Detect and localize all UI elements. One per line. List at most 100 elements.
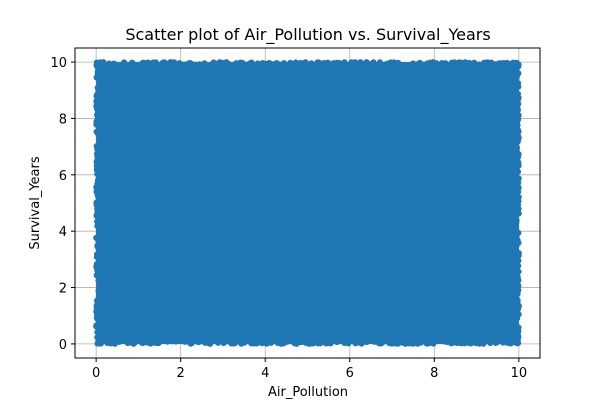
scatter-point <box>98 215 105 222</box>
scatter-point <box>426 337 433 344</box>
scatter-point <box>509 257 516 264</box>
scatter-point <box>356 61 363 68</box>
y-tick-label: 0 <box>59 338 67 353</box>
scatter-point <box>416 59 423 66</box>
scatter-point <box>220 59 227 66</box>
scatter-point <box>97 327 104 334</box>
x-tick-label: 2 <box>177 366 185 381</box>
scatter-point <box>98 180 105 187</box>
scatter-point <box>98 125 105 132</box>
scatter-point <box>511 59 518 66</box>
scatter-point <box>463 339 470 346</box>
scatter-point <box>515 80 522 87</box>
scatter-point <box>116 63 123 70</box>
scatter-point <box>515 175 522 182</box>
x-axis-label: Air_Pollution <box>268 385 348 400</box>
scatter-point <box>493 61 500 68</box>
scatter-point <box>513 232 520 239</box>
scatter-point <box>431 338 438 345</box>
scatter-point <box>149 61 156 68</box>
scatter-point <box>247 339 254 346</box>
scatter-point <box>93 199 100 206</box>
scatter-point <box>512 269 519 276</box>
scatter-point <box>441 63 448 70</box>
x-tick-label: 8 <box>430 366 438 381</box>
scatter-point <box>237 63 244 70</box>
scatter-point <box>261 339 268 346</box>
scatter-point <box>510 129 517 136</box>
scatter-point <box>130 340 137 347</box>
scatter-point <box>512 338 519 345</box>
scatter-point <box>312 61 319 68</box>
scatter-point <box>343 339 350 346</box>
scatter-point <box>216 337 223 344</box>
scatter-point <box>93 302 100 309</box>
x-tick-label: 4 <box>261 366 269 381</box>
scatter-point <box>111 337 118 344</box>
scatter-point <box>320 60 327 67</box>
scatter-point <box>96 248 103 255</box>
scatter-point <box>514 105 521 112</box>
x-tick-label: 10 <box>511 366 528 381</box>
scatter-point <box>373 62 380 69</box>
scatter-point <box>471 337 478 344</box>
scatter-point <box>97 340 104 347</box>
scatter-point <box>156 63 163 70</box>
scatter-point <box>199 61 206 68</box>
scatter-point <box>98 240 105 247</box>
scatter-point <box>304 62 311 69</box>
scatter-point <box>511 169 518 176</box>
scatter-point <box>510 225 517 232</box>
scatter-point <box>476 61 483 68</box>
scatter-point <box>96 289 103 296</box>
scatter-point <box>512 191 519 198</box>
scatter-point <box>193 336 200 343</box>
scatter-point <box>366 63 373 70</box>
scatter-point <box>93 143 100 150</box>
scatter-point <box>96 88 103 95</box>
axes-frame <box>74 47 541 359</box>
scatter-point <box>93 97 100 104</box>
scatter-point <box>391 337 398 344</box>
scatter-point <box>173 63 180 70</box>
scatter-point <box>121 59 128 66</box>
scatter-point <box>514 185 521 192</box>
scatter-point <box>253 340 260 347</box>
scatter-point <box>182 61 189 68</box>
scatter-point-cloud <box>96 62 519 344</box>
scatter-point <box>362 337 369 344</box>
scatter-point <box>486 61 493 68</box>
scatter-point <box>383 61 390 68</box>
scatter-point <box>162 60 169 67</box>
scatter-point <box>417 339 424 346</box>
scatter-point <box>513 197 520 204</box>
scatter-point <box>99 175 106 182</box>
scatter-point <box>94 63 101 70</box>
y-tick-label: 6 <box>59 169 67 184</box>
scatter-point <box>289 337 296 344</box>
scatter-point <box>164 338 171 345</box>
scatter-point <box>93 212 100 219</box>
scatter-point <box>98 298 105 305</box>
scatter-point <box>296 338 303 345</box>
y-tick-label: 10 <box>50 56 67 71</box>
scatter-point <box>311 338 318 345</box>
scatter-point <box>223 337 230 344</box>
scatter-point <box>273 60 280 67</box>
scatter-point <box>99 200 106 207</box>
scatter-point <box>467 61 474 68</box>
scatter-point <box>95 273 102 280</box>
scatter-point <box>509 319 516 326</box>
scatter-point <box>96 160 103 167</box>
scatter-point <box>510 304 517 311</box>
scatter-point <box>321 336 328 343</box>
scatter-point <box>232 62 239 69</box>
scatter-point <box>481 59 488 66</box>
scatter-point <box>504 61 511 68</box>
scatter-point <box>267 60 274 67</box>
scatter-point <box>336 59 343 66</box>
scatter-points <box>93 59 522 347</box>
scatter-point <box>432 63 439 70</box>
scatter-point <box>511 112 518 119</box>
